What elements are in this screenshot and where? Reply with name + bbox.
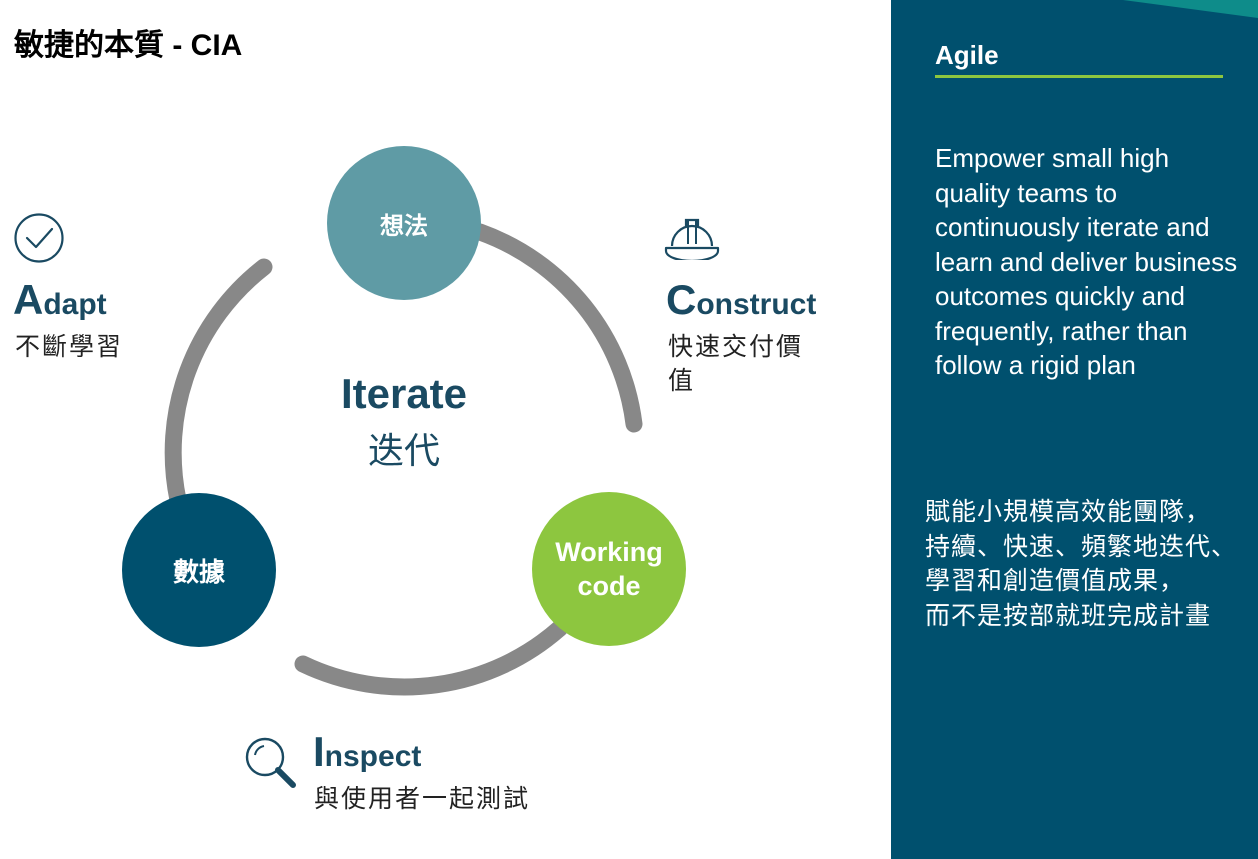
- panel-corner-accent: [1123, 0, 1258, 18]
- inspect-rest: nspect: [324, 740, 422, 773]
- cycle-arrows: [164, 223, 643, 696]
- hard-hat-icon: [664, 218, 720, 260]
- title-zh: 敏捷的本質: [14, 28, 164, 63]
- node-data-label: 數據: [172, 557, 225, 588]
- magnifier-icon: [245, 737, 296, 788]
- inspect-desc: 與使用者一起測試: [314, 784, 531, 813]
- node-idea: 想法: [327, 146, 481, 300]
- construct-rest: onstruct: [696, 288, 817, 321]
- checkmark-circle-icon: [14, 213, 64, 263]
- inspect-initial: I: [313, 728, 325, 775]
- node-idea-label: 想法: [380, 210, 428, 240]
- page-title: 敏捷的本質 - CIA: [14, 20, 242, 64]
- construct-initial: C: [666, 276, 697, 323]
- construct-desc: 快速交付價值: [668, 332, 804, 395]
- node-working-code: Working code: [532, 492, 686, 646]
- arc-idea-to-working: [471, 223, 643, 433]
- panel-title: Agile: [935, 40, 999, 70]
- panel-title-underline: [935, 75, 1223, 78]
- panel-text-zh: 賦能小規模高效能團隊， 持續、快速、頻繁地迭代、 學習和創造價值成果， 而不是按…: [925, 497, 1238, 630]
- adapt-desc: 不斷學習: [15, 332, 124, 361]
- title-en: - CIA: [164, 29, 243, 62]
- node-working-line2: code: [577, 571, 641, 601]
- center-label-zh: 迭代: [367, 431, 440, 472]
- panel-text-en: Empower small high quality teams to cont…: [935, 143, 1238, 380]
- adapt-initial: A: [13, 276, 44, 323]
- agile-panel: Agile Empower small high quality teams t…: [891, 0, 1258, 859]
- center-label-en: Iterate: [340, 370, 468, 417]
- arc-working-to-data: [294, 619, 569, 696]
- node-data: 數據: [122, 493, 276, 647]
- adapt-label: Adapt: [13, 276, 107, 324]
- adapt-rest: dapt: [43, 288, 107, 321]
- node-working-line1: Working: [555, 537, 663, 567]
- construct-label: Construct: [666, 276, 816, 324]
- arc-data-to-idea: [164, 258, 273, 509]
- inspect-label: Inspect: [313, 728, 421, 776]
